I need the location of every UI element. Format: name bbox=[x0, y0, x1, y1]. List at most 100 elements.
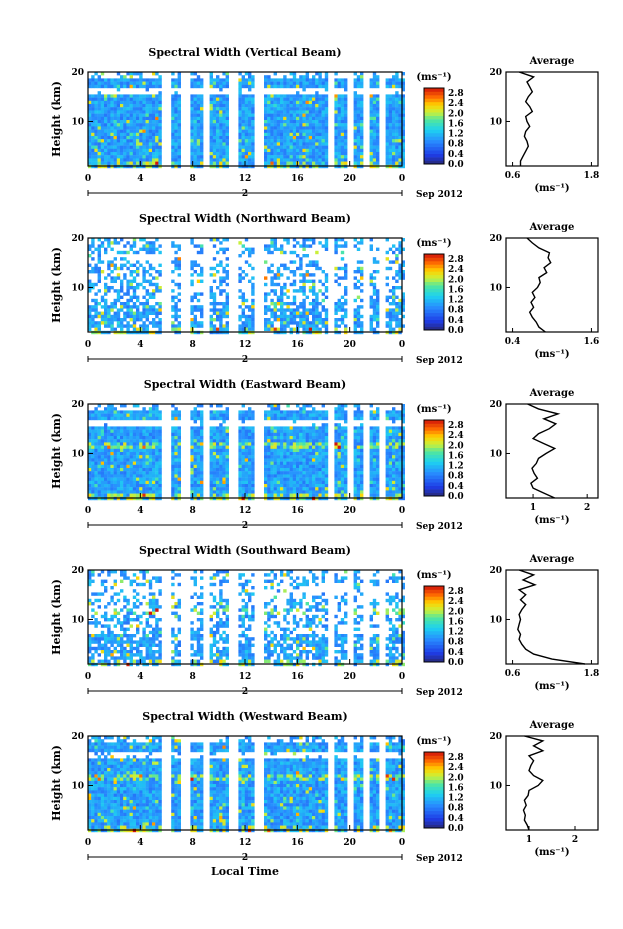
x-tick-label: 12 bbox=[239, 340, 252, 350]
colorbar-swatch bbox=[424, 589, 444, 594]
colorbar-swatch bbox=[424, 88, 444, 92]
colorbar-swatch bbox=[424, 295, 444, 300]
colorbar-swatch bbox=[424, 423, 444, 428]
average-x-tick-label: 1.6 bbox=[584, 337, 600, 347]
heatmap-cells bbox=[88, 404, 405, 501]
average-y-tick-label: 10 bbox=[489, 117, 502, 127]
colorbar-tick-label: 0.8 bbox=[448, 306, 464, 316]
colorbar-swatch bbox=[424, 752, 444, 756]
x-tick-label: 12 bbox=[239, 672, 252, 682]
average-title: Average bbox=[529, 720, 575, 731]
average-y-tick-label: 20 bbox=[489, 400, 502, 410]
colorbar-swatch bbox=[424, 644, 444, 649]
colorbar-swatch bbox=[424, 153, 444, 158]
colorbar-swatch bbox=[424, 444, 444, 448]
colorbar-swatch bbox=[424, 651, 444, 656]
average-y-tick-label: 20 bbox=[489, 566, 502, 576]
colorbar-swatch bbox=[424, 655, 444, 659]
date-suffix: Sep 2012 bbox=[416, 522, 463, 532]
colorbar-swatch bbox=[424, 478, 444, 483]
colorbar-swatch bbox=[424, 599, 444, 604]
colorbar-tick-label: 0.8 bbox=[448, 638, 464, 648]
colorbar-swatch bbox=[424, 285, 444, 289]
colorbar-swatch bbox=[424, 783, 444, 787]
y-tick-label: 10 bbox=[71, 449, 84, 459]
x-tick-label: 4 bbox=[137, 506, 143, 516]
colorbar-swatch bbox=[424, 769, 444, 774]
y-tick-label: 20 bbox=[71, 234, 84, 244]
colorbar-swatch bbox=[424, 98, 444, 103]
colorbar-swatch bbox=[424, 637, 444, 642]
average-frame bbox=[505, 71, 599, 167]
average-x-tick-label: 1.8 bbox=[584, 171, 600, 181]
colorbar-swatch bbox=[424, 772, 444, 777]
panel-title: Spectral Width (Vertical Beam) bbox=[148, 46, 341, 59]
colorbar-tick-label: 1.2 bbox=[448, 296, 464, 306]
colorbar-swatch bbox=[424, 126, 444, 130]
colorbar-tick-label: 0.0 bbox=[448, 326, 464, 336]
panel-title: Spectral Width (Westward Beam) bbox=[142, 710, 347, 723]
y-axis-label: Height (km) bbox=[50, 81, 63, 157]
colorbar-swatch bbox=[424, 765, 444, 770]
colorbar-swatch bbox=[424, 824, 444, 829]
colorbar-swatch bbox=[424, 620, 444, 625]
heatmap-cells bbox=[88, 72, 405, 169]
colorbar-swatch bbox=[424, 437, 444, 442]
average-profile-line bbox=[517, 569, 586, 665]
colorbar-swatch bbox=[424, 129, 444, 134]
colorbar-swatch bbox=[424, 648, 444, 652]
x-tick-label: 8 bbox=[190, 174, 196, 184]
colorbar-tick-label: 2.0 bbox=[448, 109, 464, 119]
colorbar-tick-label: 2.4 bbox=[448, 763, 464, 773]
colorbar-tick-label: 2.0 bbox=[448, 773, 464, 783]
colorbar-swatch bbox=[424, 793, 444, 798]
colorbar-swatch bbox=[424, 108, 444, 113]
y-tick-label: 20 bbox=[71, 732, 84, 742]
date-label: 2 bbox=[242, 853, 248, 863]
date-suffix: Sep 2012 bbox=[416, 688, 463, 698]
colorbar-tick-label: 2.8 bbox=[448, 421, 464, 431]
x-tick-label: 12 bbox=[239, 174, 252, 184]
colorbar-swatch bbox=[424, 312, 444, 317]
colorbar-swatch bbox=[424, 790, 444, 794]
colorbar-tick-label: 1.6 bbox=[448, 783, 464, 793]
x-tick-label: 4 bbox=[137, 672, 143, 682]
date-suffix: Sep 2012 bbox=[416, 190, 463, 200]
colorbar-swatch bbox=[424, 624, 444, 628]
average-y-tick-label: 20 bbox=[489, 234, 502, 244]
y-axis-label: Height (km) bbox=[50, 413, 63, 489]
date-label: 2 bbox=[242, 355, 248, 365]
date-suffix: Sep 2012 bbox=[416, 356, 463, 366]
colorbar-swatch bbox=[424, 136, 444, 141]
colorbar-swatch bbox=[424, 658, 444, 663]
colorbar-swatch bbox=[424, 440, 444, 445]
colorbar-swatch bbox=[424, 146, 444, 151]
x-tick-label: 4 bbox=[137, 340, 143, 350]
colorbar-tick-label: 1.6 bbox=[448, 285, 464, 295]
colorbar-swatch bbox=[424, 468, 444, 473]
x-tick-label: 8 bbox=[190, 838, 196, 848]
average-frame bbox=[505, 403, 599, 499]
colorbar-unit: (ms⁻¹) bbox=[416, 238, 451, 249]
x-tick-label: 0 bbox=[85, 672, 91, 682]
average-y-tick-label: 20 bbox=[489, 68, 502, 78]
colorbar-tick-label: 2.0 bbox=[448, 607, 464, 617]
average-y-tick-label: 10 bbox=[489, 781, 502, 791]
colorbar-swatch bbox=[424, 257, 444, 262]
panel-4: Spectral Width (Southward Beam) Height (k… bbox=[50, 544, 599, 698]
x-tick-label: 8 bbox=[190, 506, 196, 516]
average-x-tick-label: 0.4 bbox=[505, 337, 521, 347]
colorbar-swatch bbox=[424, 779, 444, 784]
average-profile-line bbox=[518, 71, 536, 166]
colorbar-swatch bbox=[424, 464, 444, 469]
colorbar-swatch bbox=[424, 458, 444, 462]
y-tick-label: 10 bbox=[71, 117, 84, 127]
colorbar-tick-label: 1.2 bbox=[448, 628, 464, 638]
date-label: 2 bbox=[242, 521, 248, 531]
date-label: 2 bbox=[242, 189, 248, 199]
colorbar-swatch bbox=[424, 610, 444, 614]
average-frame bbox=[505, 237, 599, 333]
x-tick-label: 20 bbox=[343, 174, 356, 184]
heatmap-cells bbox=[88, 736, 405, 833]
colorbar-unit: (ms⁻¹) bbox=[416, 570, 451, 581]
